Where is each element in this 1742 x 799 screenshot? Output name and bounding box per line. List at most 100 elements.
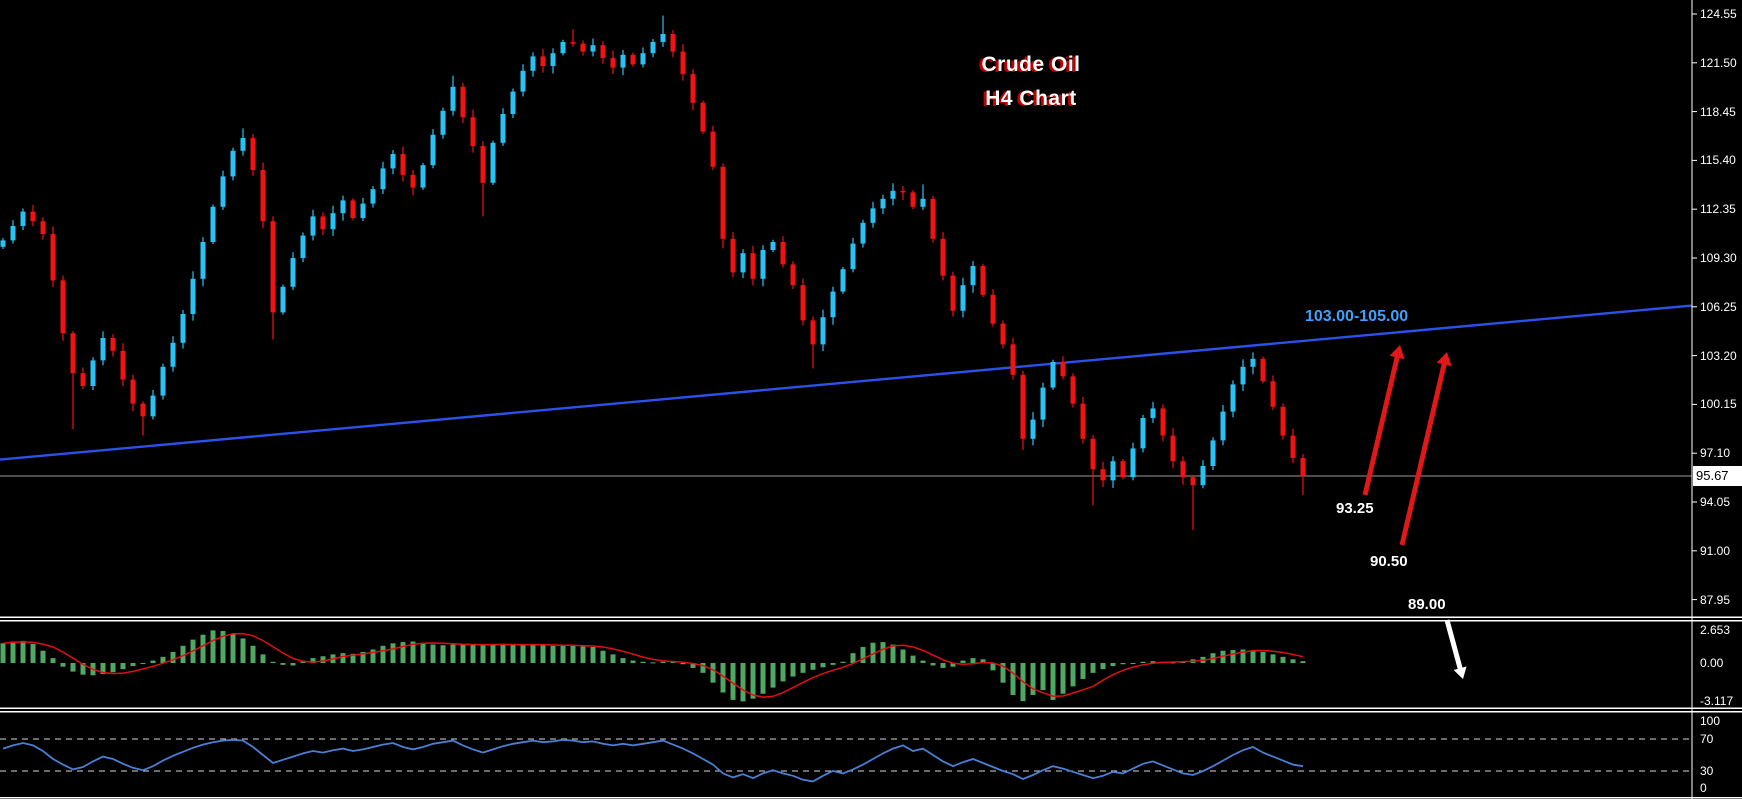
macd-histogram-bar [270,661,276,663]
candle-body [560,42,566,54]
projection-arrow-2[interactable] [1399,352,1452,546]
macd-histogram-bar [450,644,456,663]
projection-arrow-1-head[interactable] [1389,345,1405,360]
candle-body [120,350,126,380]
candle-body [510,91,516,114]
candle-body [430,134,436,166]
panel-separator [0,620,1742,622]
macd-histogram-bar [870,642,876,663]
candle-body [240,138,246,151]
candle-body [970,266,976,286]
candle-body [160,366,166,396]
macd-histogram-bar [770,663,776,688]
candle-body [790,264,796,286]
macd-histogram-bar [760,663,766,694]
candle-body [1160,408,1166,436]
macd-histogram-bar [910,655,916,663]
macd-histogram-bar [1000,663,1006,683]
candle-body [170,342,176,367]
projection-arrow-1[interactable] [1362,345,1405,496]
macd-histogram-bar [780,663,786,682]
candle-body [1070,376,1076,404]
target-level-89-00[interactable]: 89.00 [1408,596,1446,613]
macd-histogram-bar [150,660,156,663]
price-axis-tick: 121.50 [1700,55,1737,70]
candle-body [280,286,286,313]
price-axis-tick: 94.05 [1700,495,1731,509]
candle-body [340,200,346,214]
candle-body [470,117,476,146]
macd-histogram-bar [1030,663,1036,695]
macd-histogram-bar [420,643,426,663]
candle-body [260,170,266,222]
macd-signal-line [2,632,1304,698]
candle-body [770,242,776,250]
macd-histogram-bar [940,663,946,668]
macd-histogram-bar [800,663,806,673]
candle-body [1120,461,1126,478]
candle-body [620,54,626,68]
macd-histogram-bar [1080,663,1086,679]
breakdown-arrow[interactable] [1444,619,1467,679]
price-axis-tick: 112.35 [1700,202,1736,217]
candle-body [210,206,216,242]
macd-histogram-bar [80,663,86,675]
candle-body [400,154,406,175]
macd-histogram-bar [1110,663,1116,667]
candle-body [1140,418,1146,449]
candle-body [270,221,276,313]
panel-separator [0,711,1742,713]
macd-histogram-bar [120,663,126,670]
ascending-trendline[interactable] [0,304,1693,461]
breakdown-arrow-shaft[interactable] [1444,619,1463,671]
macd-histogram-bar [350,653,356,663]
breakdown-arrow-head[interactable] [1453,666,1467,679]
macd-histogram-bar [810,663,816,670]
candle-body [300,235,306,258]
price-axis-tick: 87.95 [1700,592,1731,607]
candle-body [1260,358,1266,382]
rsi-axis-tick: 70 [1700,732,1714,746]
macd-histogram-bar [110,663,116,673]
macd-histogram-bar [500,643,506,663]
candle-body [860,222,866,244]
macd-histogram-bar [650,662,656,664]
candle-body [810,320,816,345]
price-axis-tick: 118.45 [1700,104,1736,119]
macd-histogram-bar [730,663,736,700]
target-level-93-25[interactable]: 93.25 [1336,500,1374,517]
candle-body [530,56,536,71]
candle-body [180,314,186,343]
resistance-zone-label[interactable]: 103.00-105.00 [1305,308,1409,325]
candle-body [570,42,576,44]
candle-body [820,317,826,345]
macd-histogram-bar [880,642,886,663]
macd-histogram-bar [50,658,56,663]
candle-body [1300,458,1306,477]
candle-body [1060,362,1066,377]
macd-histogram-bar [370,649,376,663]
macd-histogram-bar [440,645,446,663]
candle-body [1080,403,1086,439]
macd-histogram-bar [170,651,176,663]
candle-body [780,242,786,265]
macd-histogram-bar [240,638,246,663]
candle-body [140,403,146,417]
macd-histogram-bar [310,658,316,663]
projection-arrow-2-shaft[interactable] [1399,362,1447,546]
macd-axis-tick: 0.00 [1700,656,1724,670]
macd-histogram-bar [580,646,586,663]
candle-body [700,102,706,132]
projection-arrow-2-head[interactable] [1436,352,1452,367]
macd-histogram-bar [260,654,266,663]
macd-histogram-bar [980,659,986,663]
projection-arrow-1-shaft[interactable] [1362,355,1400,496]
macd-histogram-bar [1290,659,1296,663]
target-level-90-50[interactable]: 90.50 [1370,553,1408,570]
macd-histogram-bar [1280,656,1286,663]
candle-body [630,54,636,65]
candle-body [850,243,856,270]
candle-body [350,200,356,218]
macd-histogram-bar [180,645,186,663]
